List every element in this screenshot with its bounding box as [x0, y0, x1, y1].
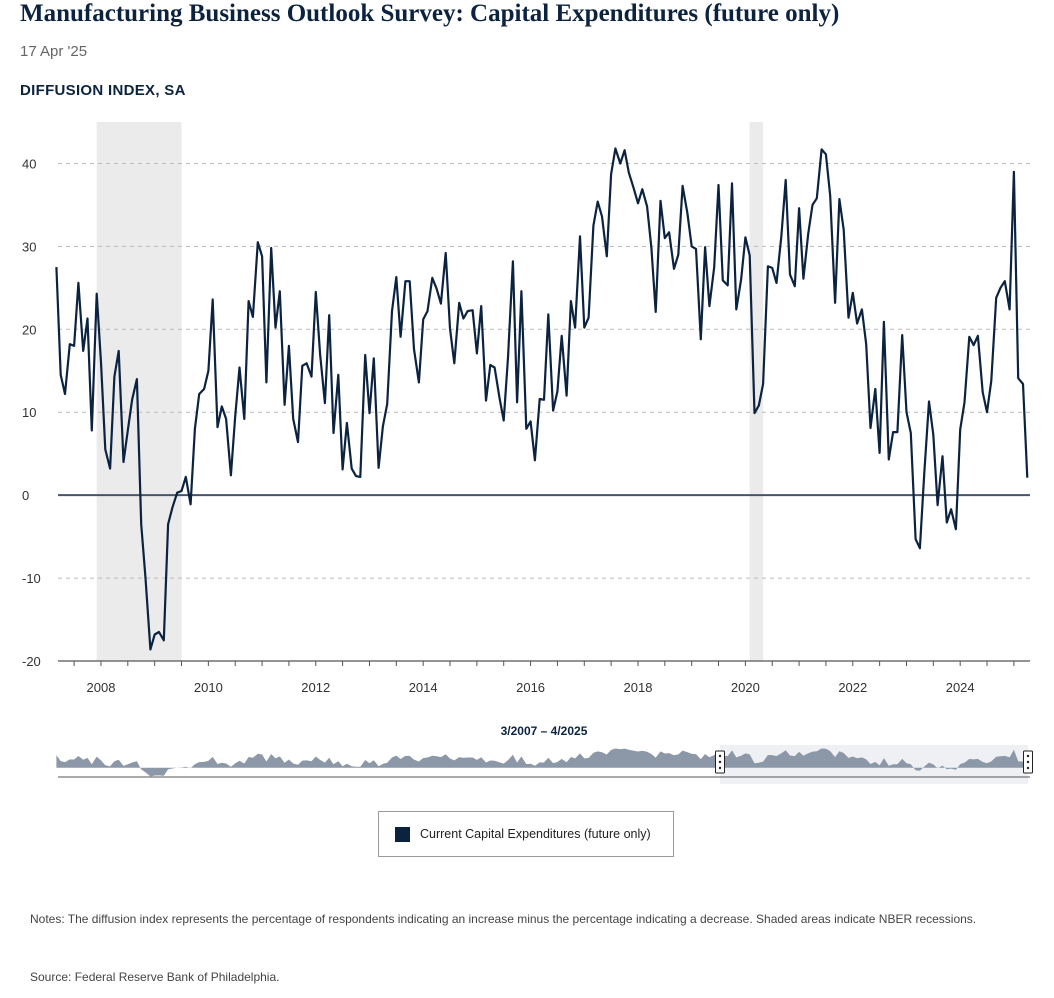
x-tick-label: 2018 — [624, 680, 653, 695]
x-tick-label: 2024 — [946, 680, 975, 695]
recession-band — [749, 122, 764, 661]
x-tick-label: 2012 — [301, 680, 330, 695]
handle-grip-dot — [718, 760, 722, 764]
legend-swatch — [395, 826, 410, 842]
y-tick-label: -20 — [22, 654, 41, 669]
handle-grip-dot — [718, 754, 722, 758]
series-line — [55, 147, 1029, 651]
chart-title: Manufacturing Business Outlook Survey: C… — [20, 0, 840, 27]
handle-grip-dot — [1026, 766, 1030, 770]
x-tick-label: 2022 — [838, 680, 867, 695]
y-tick-label: -10 — [22, 571, 41, 586]
x-tick-label: 2010 — [194, 680, 223, 695]
y-tick-label: 0 — [22, 488, 29, 503]
range-navigator[interactable]: 3/2007 – 4/2025 — [0, 715, 1054, 790]
handle-grip-dot — [1026, 760, 1030, 764]
y-tick-label: 10 — [22, 405, 36, 420]
navigator-range-label: 3/2007 – 4/2025 — [501, 724, 588, 738]
legend-label: Current Capital Expenditures (future onl… — [420, 827, 651, 841]
x-tick-label: 2020 — [731, 680, 760, 695]
chart-legend[interactable]: Current Capital Expenditures (future onl… — [378, 811, 674, 857]
chart-notes: Notes: The diffusion index represents th… — [30, 912, 977, 926]
navigator-area — [56, 748, 1028, 777]
y-axis-unit-label: DIFFUSION INDEX, SA — [20, 82, 186, 99]
y-tick-label: 20 — [22, 322, 36, 337]
handle-grip-dot — [1026, 754, 1030, 758]
x-tick-label: 2014 — [409, 680, 438, 695]
handle-grip-dot — [718, 766, 722, 770]
release-date: 17 Apr '25 — [20, 43, 88, 60]
y-tick-label: 40 — [22, 156, 36, 171]
x-tick-label: 2016 — [516, 680, 545, 695]
y-tick-label: 30 — [22, 239, 36, 254]
recession-band — [96, 122, 182, 661]
x-tick-label: 2008 — [87, 680, 116, 695]
chart-source: Source: Federal Reserve Bank of Philadel… — [30, 970, 280, 984]
